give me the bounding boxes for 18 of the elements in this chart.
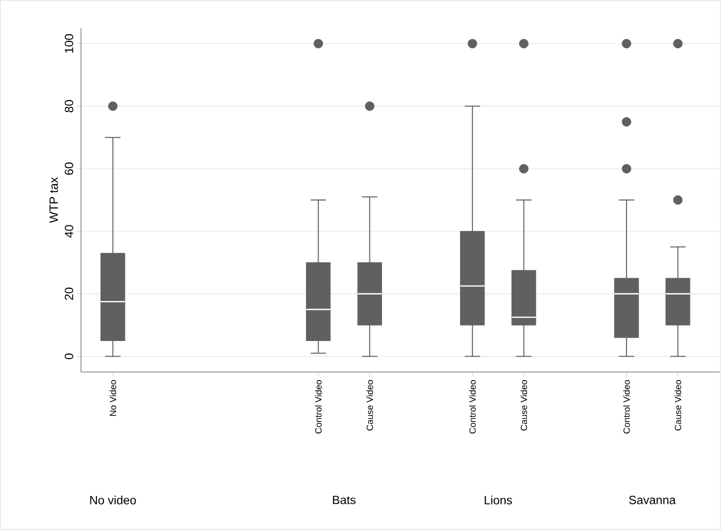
x-tick-label: Control Video (623, 380, 630, 434)
y-tick-label: 80 (64, 100, 74, 112)
x-tick-label: Control Video (469, 380, 476, 434)
text: Savanna (629, 496, 676, 504)
y-tick-label: 0 (64, 354, 74, 360)
text: No video (90, 496, 136, 504)
x-tick-label: Cause Video (520, 380, 528, 430)
y-tick-label: 100 (64, 34, 74, 53)
x-tick-label: No Video (110, 380, 116, 416)
x-tick-label: Control Video (315, 380, 322, 434)
y-axis-title: WTP tax (50, 177, 58, 223)
y-tick-label: 40 (64, 225, 74, 238)
x-tick-label: Cause Video (674, 380, 682, 430)
y-tick-label: 60 (64, 162, 74, 175)
text: Bats (333, 496, 356, 504)
y-tick-label: 20 (64, 288, 74, 300)
text: Lions (484, 496, 512, 504)
x-tick-label: Cause Video (366, 380, 373, 430)
